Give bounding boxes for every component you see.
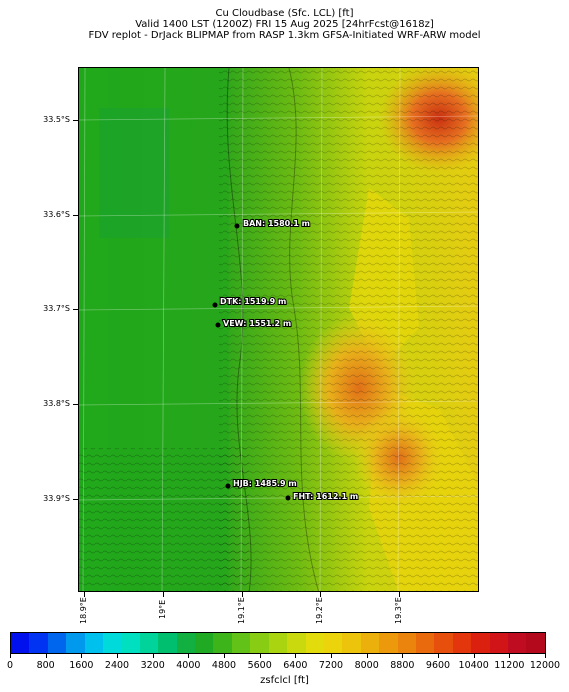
colorbar-tick (152, 654, 154, 658)
colorbar-tick-label: 5600 (247, 660, 272, 671)
colorbar-tick (81, 654, 83, 658)
colorbar-tick-label: 8800 (390, 660, 415, 671)
chart-valid-time: Valid 1400 LST (1200Z) FRI 15 Aug 2025 [… (135, 19, 434, 30)
colorbar-swatch (268, 633, 288, 653)
colorbar-tick (10, 654, 11, 658)
colorbar-swatch (66, 633, 85, 653)
colorbar-title: zsfclcl [ft] (260, 675, 309, 686)
colorbar-tick (331, 654, 332, 658)
lon-tick (84, 592, 85, 597)
site-label-dtk: DTK: 1519.9 m (220, 297, 286, 306)
map-panel[interactable]: BAN: 1580.1 m DTK: 1519.9 m VEW: 1551.2 … (78, 67, 479, 592)
colorbar-tick-label: 6400 (283, 660, 308, 671)
colorbar-swatch (434, 633, 453, 653)
colorbar-swatch (139, 633, 159, 653)
colorbar-swatch (489, 633, 508, 653)
site-ban[interactable]: BAN: 1580.1 m (234, 218, 311, 229)
colorbar-swatch (250, 633, 269, 653)
colorbar-tick-label: 12000 (529, 660, 561, 671)
lon-label: 19.2°E (315, 597, 324, 624)
colorbar-swatch (452, 633, 472, 653)
colorbar-tick-label: 8000 (354, 660, 379, 671)
colorbar (10, 632, 546, 654)
site-label-hjb: HJB: 1485.9 m (233, 479, 297, 488)
colorbar-swatch (287, 633, 306, 653)
colorbar-swatch (231, 633, 251, 653)
lat-label: 33.5°S (43, 115, 70, 124)
colorbar-tick-label: 4800 (211, 660, 237, 671)
colorbar-tick-label: 2400 (104, 660, 130, 671)
colorbar-tick (545, 654, 546, 658)
colorbar-swatch (84, 633, 104, 653)
colorbar-tick (402, 654, 404, 658)
chart-title: Cu Cloudbase (Sfc. LCL) [ft] (215, 8, 354, 19)
colorbar-swatch (11, 633, 30, 653)
lon-tick (399, 592, 400, 597)
colorbar-swatch (471, 633, 490, 653)
colorbar-swatch (158, 633, 177, 653)
lat-label: 33.9°S (43, 494, 70, 503)
colorbar-tick-label: 1600 (69, 660, 94, 671)
lat-tick (73, 404, 78, 405)
colorbar-tick (509, 654, 511, 658)
colorbar-tick (295, 654, 297, 658)
lon-label: 19°E (158, 599, 167, 619)
colorbar-swatch (323, 633, 343, 653)
lon-tick (320, 592, 321, 597)
site-label-ban: BAN: 1580.1 m (243, 219, 310, 228)
lat-tick (73, 499, 78, 500)
colorbar-swatch (507, 633, 527, 653)
colorbar-swatch (213, 633, 232, 653)
site-vew[interactable]: VEW: 1551.2 m (215, 318, 292, 329)
colorbar-swatch (342, 633, 361, 653)
lon-label: 18.9°E (79, 597, 88, 624)
colorbar-swatch (415, 633, 435, 653)
colorbar-swatch (379, 633, 398, 653)
colorbar-tick-label: 10400 (458, 660, 489, 671)
lat-tick (73, 215, 78, 216)
colorbar-tick (188, 654, 190, 658)
colorbar-tick (473, 654, 475, 658)
colorbar-tick (438, 654, 439, 658)
colorbar-tick (45, 654, 47, 658)
map-canvas[interactable]: BAN: 1580.1 m DTK: 1519.9 m VEW: 1551.2 … (79, 68, 479, 592)
colorbar-tick (117, 654, 118, 658)
colorbar-tick-label: 9600 (425, 660, 451, 671)
lon-tick (163, 592, 164, 597)
lat-tick (73, 120, 78, 121)
colorbar-tick-label: 0 (6, 660, 14, 671)
colorbar-tick-label: 4000 (176, 660, 201, 671)
site-hjb[interactable]: HJB: 1485.9 m (225, 478, 298, 489)
colorbar-tick (259, 654, 261, 658)
lon-label: 19.1°E (237, 597, 246, 624)
lat-label: 33.6°S (43, 210, 70, 219)
colorbar-swatch (526, 633, 545, 653)
site-fht[interactable]: FHT: 1612.1 m (285, 491, 359, 502)
colorbar-tick-label: 3200 (140, 660, 165, 671)
colorbar-tick-label: 11200 (494, 660, 525, 671)
colorbar-swatch (103, 633, 122, 653)
lon-label: 19.3°E (394, 597, 403, 624)
colorbar-swatch (397, 633, 416, 653)
colorbar-tick (366, 654, 368, 658)
colorbar-swatch (47, 633, 67, 653)
colorbar-swatch (176, 633, 196, 653)
lat-label: 33.7°S (43, 304, 70, 313)
colorbar-tick-label: 7200 (318, 660, 344, 671)
colorbar-swatch (360, 633, 380, 653)
lon-tick (242, 592, 243, 597)
colorbar-tick-label: 800 (36, 660, 55, 671)
site-dtk[interactable]: DTK: 1519.9 m (212, 296, 287, 308)
lat-label: 33.8°S (43, 399, 70, 408)
colorbar-swatch (305, 633, 324, 653)
colorbar-tick (224, 654, 225, 658)
colorbar-swatch (29, 633, 48, 653)
site-label-fht: FHT: 1612.1 m (293, 492, 358, 501)
site-label-vew: VEW: 1551.2 m (223, 319, 291, 328)
chart-model-info: FDV replot - DrJack BLIPMAP from RASP 1.… (88, 30, 481, 41)
lat-tick (73, 309, 78, 310)
colorbar-swatch (195, 633, 214, 653)
colorbar-swatch (121, 633, 140, 653)
